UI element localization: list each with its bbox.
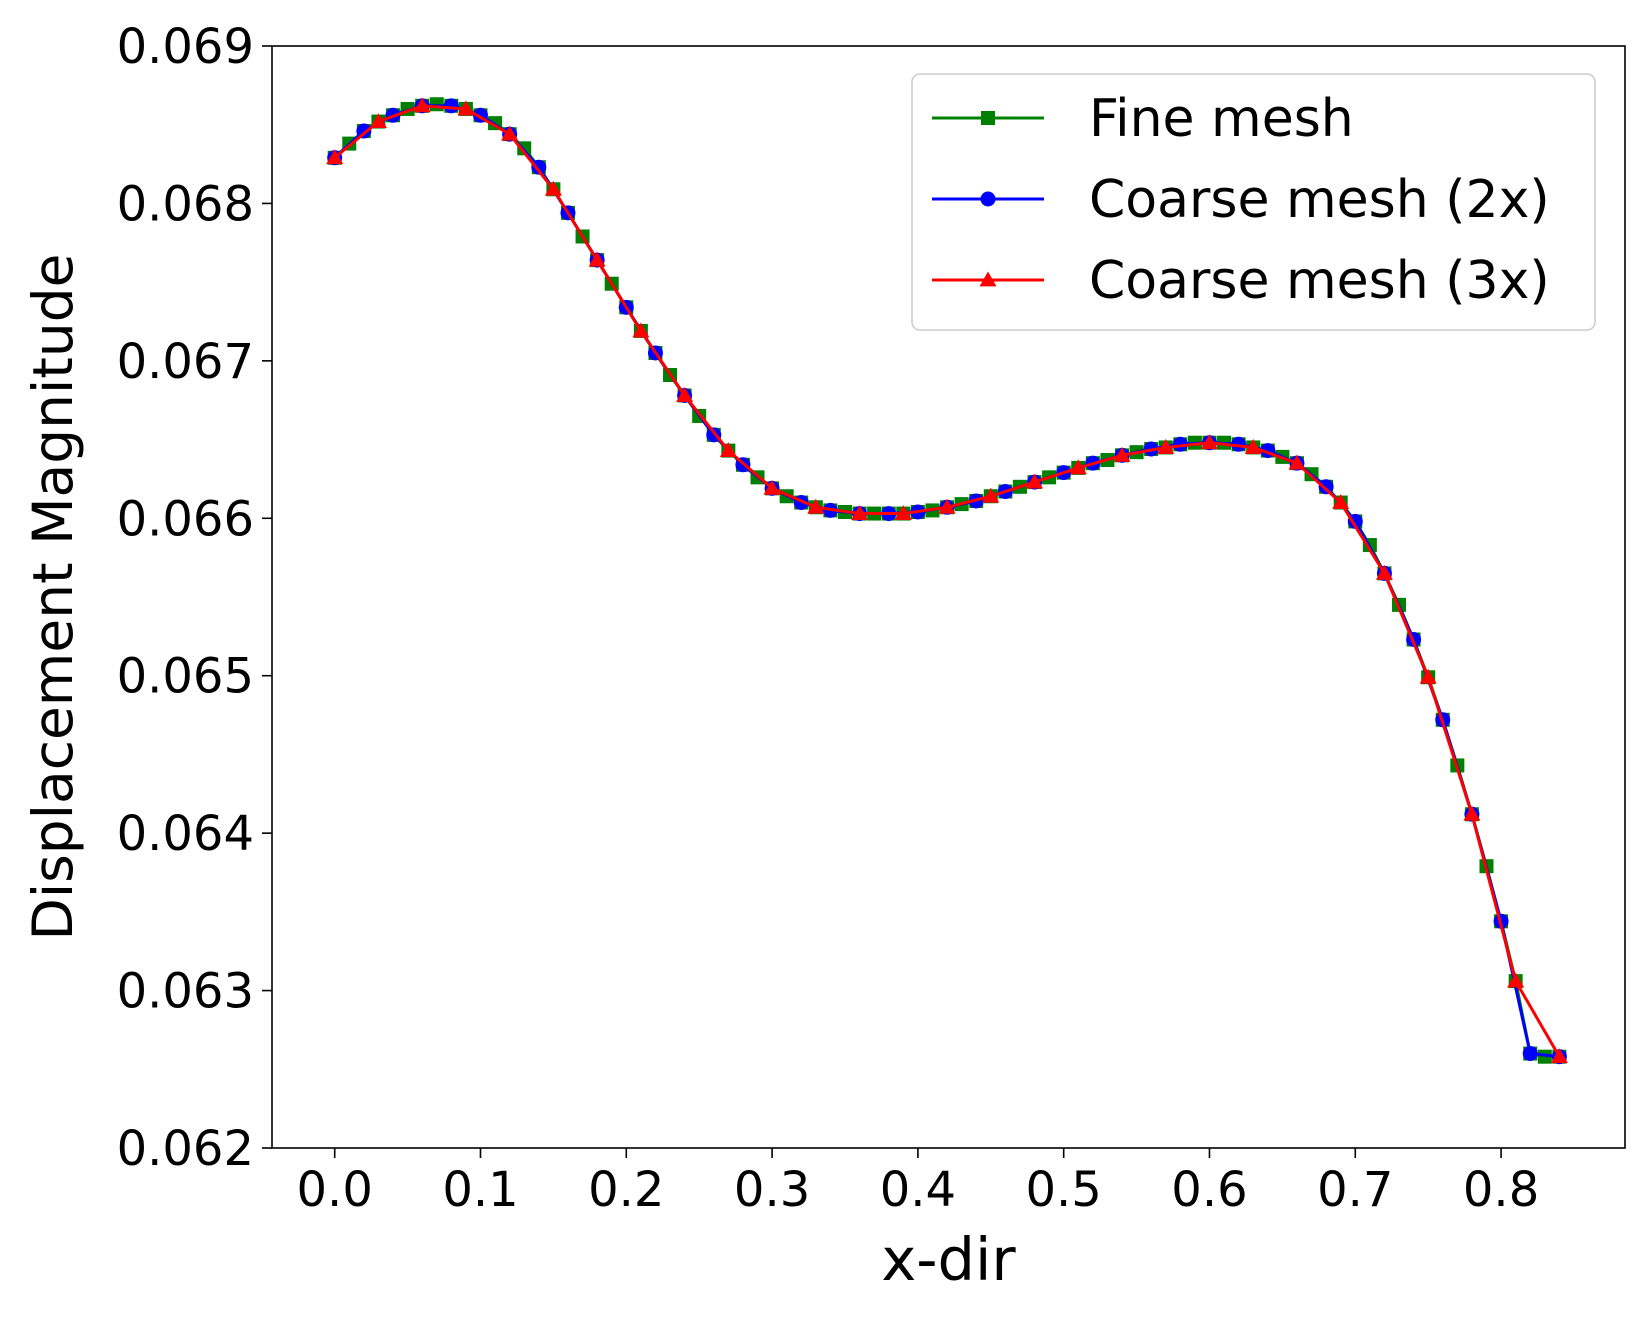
y-tick-label: 0.064 <box>117 806 254 862</box>
data-point <box>1550 1048 1568 1064</box>
data-point <box>443 98 459 114</box>
data-point <box>544 180 562 196</box>
x-axis-label: x-dir <box>881 1225 1016 1294</box>
data-point <box>1537 1049 1552 1064</box>
x-tick-label: 0.3 <box>734 1162 810 1218</box>
data-point <box>719 442 737 457</box>
y-tick-label: 0.062 <box>117 1121 254 1177</box>
y-axis: 0.062 0.063 0.064 0.065 0.066 0.067 0.068 0.069 <box>117 19 272 1177</box>
data-point <box>1522 1046 1538 1062</box>
x-tick-label: 0.7 <box>1317 1162 1393 1218</box>
legend-box <box>911 73 1596 331</box>
x-tick-label: 0.5 <box>1026 1162 1102 1218</box>
data-point <box>588 251 606 267</box>
data-point <box>807 498 825 514</box>
data-point <box>938 498 956 514</box>
data-point <box>1419 668 1437 684</box>
data-point <box>676 386 694 402</box>
y-tick-label: 0.068 <box>117 176 254 232</box>
data-point <box>1244 438 1262 454</box>
data-point <box>982 487 1000 503</box>
data-point <box>1318 479 1334 495</box>
data-point <box>1231 436 1247 452</box>
y-axis-label: Displacement Magnitude <box>21 254 85 941</box>
data-point <box>1026 473 1044 489</box>
data-point <box>1069 459 1087 475</box>
y-tick-label: 0.063 <box>117 964 254 1020</box>
x-tick-label: 0.6 <box>1171 1162 1247 1218</box>
data-point <box>1200 434 1218 450</box>
plot-frame <box>271 45 1626 1149</box>
data-point <box>1332 494 1350 509</box>
data-point <box>632 322 650 338</box>
legend-item: Fine mesh <box>932 89 1354 149</box>
x-tick-label: 0.0 <box>297 1162 373 1218</box>
y-tick-label: 0.067 <box>117 334 254 390</box>
legend: Fine mesh Coarse mesh (2x) Coarse mesh (3x… <box>911 73 1596 331</box>
data-point <box>501 125 519 141</box>
data-point <box>531 159 547 175</box>
legend-label: Fine mesh <box>1089 89 1354 149</box>
legend-item: Coarse mesh (2x) <box>932 170 1550 230</box>
x-tick-label: 0.4 <box>880 1162 956 1218</box>
legend-label: Coarse mesh (2x) <box>1089 170 1550 230</box>
legend-marker <box>980 191 996 207</box>
data-point <box>356 123 372 139</box>
y-tick-label: 0.065 <box>117 649 254 705</box>
data-point <box>413 97 431 113</box>
x-tick-label: 0.8 <box>1463 1162 1539 1218</box>
data-point <box>1157 438 1175 454</box>
x-tick-label: 0.2 <box>588 1162 664 1218</box>
data-point <box>429 97 444 112</box>
series-3 <box>326 97 1568 1064</box>
legend-marker <box>981 111 995 125</box>
y-tick-label: 0.066 <box>117 491 254 547</box>
data-point <box>369 113 387 128</box>
data-point <box>1172 436 1188 452</box>
data-point <box>763 479 781 495</box>
data-point <box>1463 805 1481 821</box>
data-point <box>1507 972 1525 988</box>
data-point <box>326 149 344 165</box>
data-point <box>1375 564 1393 580</box>
x-tick-label: 0.1 <box>442 1162 518 1218</box>
data-point <box>851 505 869 520</box>
legend-label: Coarse mesh (3x) <box>1089 251 1550 311</box>
data-point <box>1288 454 1306 470</box>
data-point <box>1113 446 1131 462</box>
legend-marker <box>979 271 997 287</box>
data-point <box>457 100 475 116</box>
data-layer <box>326 97 1568 1065</box>
legend-item: Coarse mesh (3x) <box>932 251 1550 311</box>
y-tick-label: 0.069 <box>117 19 254 75</box>
x-axis: 0.0 0.1 0.2 0.3 0.4 0.5 0.6 0.7 0.8 <box>297 1148 1539 1218</box>
data-point <box>894 505 912 520</box>
